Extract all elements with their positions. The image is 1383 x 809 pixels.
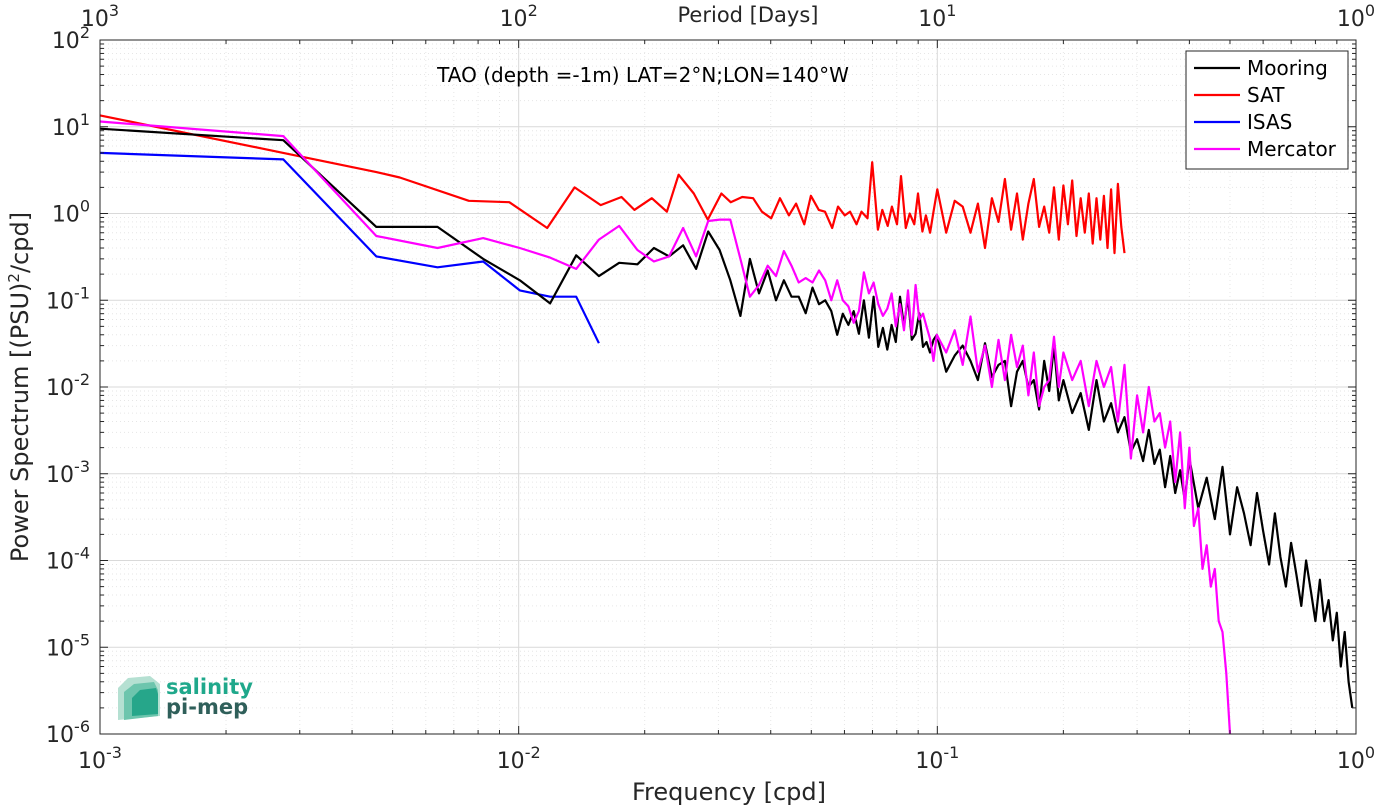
top-tick-label: 102 (500, 1, 538, 32)
legend: Mooring SAT ISAS Mercator (1185, 50, 1349, 170)
y-tick-label-exponent: 1 (80, 110, 90, 129)
y-tick-label-base: 10 (46, 463, 74, 488)
top-tick-label-exponent: 3 (109, 1, 119, 20)
y-tick-label: 10-4 (46, 544, 90, 575)
x-tick-label-base: 10 (497, 749, 525, 774)
x-tick-label: 10-2 (497, 743, 541, 774)
y-tick-label-exponent: -4 (74, 544, 90, 563)
x-tick-label: 100 (1337, 743, 1375, 774)
top-tick-label: 100 (1337, 1, 1375, 32)
y-tick-label-exponent: -5 (74, 630, 90, 649)
series-line-isas (99, 151, 600, 344)
y-tick-label-exponent: 0 (80, 197, 90, 216)
top-tick-label-exponent: 2 (528, 1, 538, 20)
top-tick-label: 101 (918, 1, 956, 32)
top-tick-label-base: 10 (81, 7, 109, 32)
legend-label-sat: SAT (1247, 83, 1285, 107)
legend-label-isas: ISAS (1247, 110, 1292, 134)
series-line-mercator (99, 120, 1232, 735)
y-tick-label-exponent: -2 (74, 370, 90, 389)
tick-marks (99, 39, 1357, 735)
x-tick-label-base: 10 (78, 749, 106, 774)
legend-label-mooring: Mooring (1247, 56, 1328, 80)
y-tick-label: 10-5 (46, 630, 90, 661)
x-axis-title: Frequency [cpd] (632, 778, 826, 806)
y-tick-label-base: 10 (46, 723, 74, 748)
y-axis-title-sup: 2 (5, 273, 23, 283)
x-tick-label-base: 10 (915, 749, 943, 774)
y-tick-label-base: 10 (46, 636, 74, 661)
y-tick-label: 102 (52, 23, 90, 54)
x-tick-label: 10-1 (915, 743, 959, 774)
y-axis-title-main: Power Spectrum [(PSU) (6, 283, 34, 562)
top-tick-labels: 103 102 101 100 (81, 1, 1375, 32)
y-tick-label-base: 10 (46, 550, 74, 575)
x-tick-labels: 10-3 10-2 10-1 100 (78, 743, 1375, 774)
x-tick-label-base: 10 (1337, 749, 1365, 774)
y-tick-label-exponent: 2 (80, 23, 90, 42)
top-tick-label-base: 10 (918, 7, 946, 32)
y-tick-label-exponent: -3 (74, 457, 90, 476)
y-tick-label: 101 (52, 110, 90, 141)
y-tick-label: 10-6 (46, 717, 90, 748)
y-tick-label-exponent: -1 (74, 283, 90, 302)
y-axis-title: Power Spectrum [(PSU)2/cpd] (5, 212, 34, 562)
logo-wave-front (132, 688, 158, 716)
y-tick-label-exponent: -6 (74, 717, 90, 736)
top-tick-label-exponent: 0 (1365, 1, 1375, 20)
legend-label-mercator: Mercator (1247, 137, 1337, 161)
x-tick-label-exponent: 0 (1365, 743, 1375, 762)
top-tick-label-base: 10 (500, 7, 528, 32)
y-tick-label: 10-3 (46, 457, 90, 488)
logo-text-line2: pi-mep (166, 695, 248, 719)
y-tick-label-base: 10 (52, 29, 80, 54)
y-axis-title-tail: /cpd] (6, 212, 34, 273)
top-tick-label-base: 10 (1337, 7, 1365, 32)
x-tick-label-exponent: -1 (943, 743, 959, 762)
top-axis-title: Period [Days] (678, 3, 819, 27)
y-tick-label-base: 10 (46, 376, 74, 401)
logo-text-line1: salinity (166, 675, 253, 699)
y-tick-label: 10-2 (46, 370, 90, 401)
series-layer (99, 114, 1354, 735)
x-tick-label-exponent: -3 (106, 743, 122, 762)
x-tick-label: 10-3 (78, 743, 122, 774)
top-tick-label-exponent: 1 (946, 1, 956, 20)
top-tick-label: 103 (81, 1, 119, 32)
minor-grid (100, 40, 1356, 734)
series-line-sat (99, 114, 1126, 255)
y-tick-label-base: 10 (52, 116, 80, 141)
y-tick-label-base: 10 (52, 203, 80, 228)
x-tick-label-exponent: -2 (525, 743, 541, 762)
y-tick-label-base: 10 (46, 289, 74, 314)
salinity-pi-mep-logo: salinity pi-mep (118, 675, 253, 720)
y-tick-label: 100 (52, 197, 90, 228)
y-tick-label: 10-1 (46, 283, 90, 314)
chart-title: TAO (depth =-1m) LAT=2°N;LON=140°W (436, 63, 849, 87)
